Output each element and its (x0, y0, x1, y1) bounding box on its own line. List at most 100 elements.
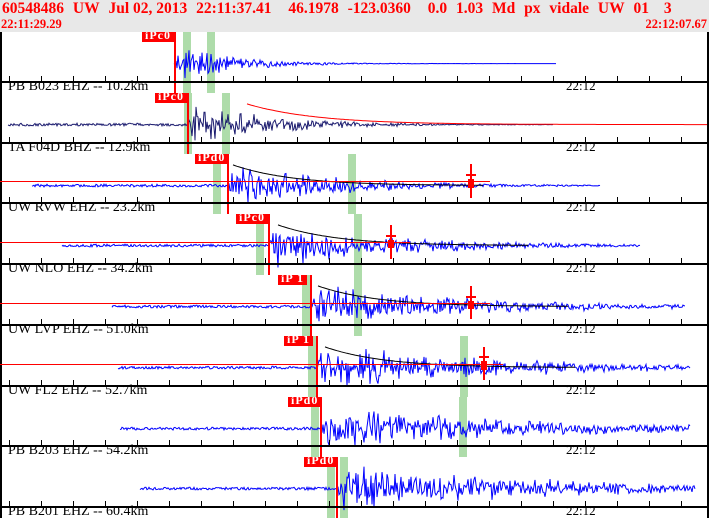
axis-time-label: 22:12 (566, 77, 596, 93)
p-pick-line[interactable] (174, 32, 176, 93)
axis-minor-tick (681, 197, 682, 204)
time-axis (0, 80, 709, 83)
axis-minor-tick (681, 75, 682, 82)
trace-panel[interactable]: iPd0 PB B201 EHZ -- 60.4km 22:12 (0, 457, 709, 518)
waveform-path (7, 106, 554, 141)
p-pick-line[interactable] (316, 335, 318, 397)
time-axis (0, 202, 709, 205)
trace-panel[interactable]: iP 1 UW FL2 EHZ -- 52.7km 22:12 (0, 335, 709, 397)
s-pick-marker[interactable] (386, 225, 398, 259)
s-pick-amplitude-reference (0, 181, 490, 183)
waveform (119, 410, 691, 445)
trace-panel[interactable]: iPd0 UW RVW EHZ -- 23.2km 22:12 (0, 153, 709, 215)
axis-minor-tick (201, 501, 202, 507)
panel-right-border (707, 32, 709, 93)
p-pick-line[interactable] (227, 153, 229, 215)
axis-minor-tick (41, 379, 42, 386)
axis-minor-tick (585, 440, 586, 447)
axis-minor-tick (489, 501, 490, 507)
p-pick-label[interactable]: iPd0 (288, 396, 322, 407)
axis-minor-tick (201, 379, 202, 386)
coda-window-band (327, 457, 335, 518)
axis-minor-tick (393, 75, 394, 82)
axis-minor-tick (201, 318, 202, 325)
axis-minor-tick (169, 75, 170, 82)
axis-minor-tick (553, 136, 554, 143)
axis-minor-tick (649, 318, 650, 325)
p-pick-line[interactable] (320, 396, 322, 458)
axis-minor-tick (105, 258, 106, 264)
s-pick-amplitude-box (388, 239, 394, 249)
axis-minor-tick (521, 379, 522, 386)
axis-minor-tick (265, 440, 266, 447)
axis-minor-tick (617, 197, 618, 204)
p-pick-line[interactable] (268, 214, 270, 275)
axis-minor-tick (425, 197, 426, 204)
axis-minor-tick (329, 440, 330, 447)
axis-minor-tick (201, 136, 202, 143)
p-pick-label[interactable]: iPd0 (195, 153, 229, 164)
axis-minor-tick (137, 197, 138, 204)
trace-panel[interactable]: iPc0 PB B023 EHZ -- 10.2km 22:12 (0, 32, 709, 93)
axis-minor-tick (585, 379, 586, 386)
trace-panel[interactable]: iPd0 PB B203 EHZ -- 54.2km 22:12 (0, 396, 709, 458)
p-pick-label[interactable]: iPd0 (304, 457, 338, 468)
panel-left-border (0, 214, 2, 275)
trace-panel[interactable]: iP 1 UW LVP EHZ -- 51.0km 22:12 (0, 275, 709, 336)
window-end-time: 22:12:07.67 (645, 17, 707, 31)
p-pick-label[interactable]: iPc0 (236, 214, 268, 225)
panel-right-border (707, 214, 709, 275)
axis-minor-tick (457, 501, 458, 507)
station-label: PB B201 EHZ -- 60.4km (8, 504, 149, 518)
coda-decay-curve (324, 346, 575, 368)
panel-left-border (0, 396, 2, 458)
axis-minor-tick (617, 75, 618, 82)
p-pick-label[interactable]: iP 1 (284, 335, 314, 346)
s-pick-marker[interactable] (479, 346, 491, 381)
axis-minor-tick (41, 197, 42, 204)
axis-minor-tick (649, 197, 650, 204)
axis-minor-tick (649, 75, 650, 82)
axis-minor-tick (9, 197, 10, 204)
axis-minor-tick (361, 318, 362, 325)
axis-minor-tick (521, 136, 522, 143)
s-pick-marker[interactable] (466, 285, 478, 320)
axis-minor-tick (393, 136, 394, 143)
axis-minor-tick (41, 258, 42, 264)
axis-minor-tick (553, 197, 554, 204)
p-pick-line[interactable] (336, 457, 338, 518)
s-pick-tick (386, 234, 396, 237)
trace-panel[interactable]: iPc0 UW NLO EHZ -- 34.2km 22:12 (0, 214, 709, 275)
event-magnitude-type: Md (492, 0, 516, 17)
axis-minor-tick (265, 136, 266, 143)
s-pick-marker[interactable] (466, 164, 478, 198)
axis-minor-tick (361, 258, 362, 264)
axis-minor-tick (361, 501, 362, 507)
p-pick-line[interactable] (310, 275, 312, 336)
axis-minor-tick (137, 75, 138, 82)
axis-minor-tick (617, 136, 618, 143)
trace-panel[interactable]: iPc0 TA F04D BHZ -- 12.9km 22:12 (0, 92, 709, 154)
axis-minor-tick (233, 258, 234, 264)
axis-minor-tick (137, 501, 138, 507)
station-label: TA F04D BHZ -- 12.9km (8, 139, 151, 154)
axis-minor-tick (425, 75, 426, 82)
axis-minor-tick (393, 379, 394, 386)
time-axis (0, 384, 709, 387)
p-pick-line[interactable] (187, 92, 189, 154)
p-pick-label[interactable]: iPc0 (142, 32, 174, 42)
p-pick-label[interactable]: iP 1 (278, 275, 308, 285)
axis-minor-tick (425, 440, 426, 447)
axis-minor-tick (553, 379, 554, 386)
axis-minor-tick (585, 501, 586, 507)
time-axis (0, 263, 709, 265)
axis-minor-tick (425, 318, 426, 325)
p-pick-label[interactable]: iPc0 (155, 92, 187, 103)
axis-minor-tick (329, 197, 330, 204)
axis-minor-tick (73, 440, 74, 447)
panel-left-border (0, 32, 2, 93)
waveform-path (173, 50, 556, 79)
axis-minor-tick (521, 258, 522, 264)
axis-minor-tick (297, 136, 298, 143)
